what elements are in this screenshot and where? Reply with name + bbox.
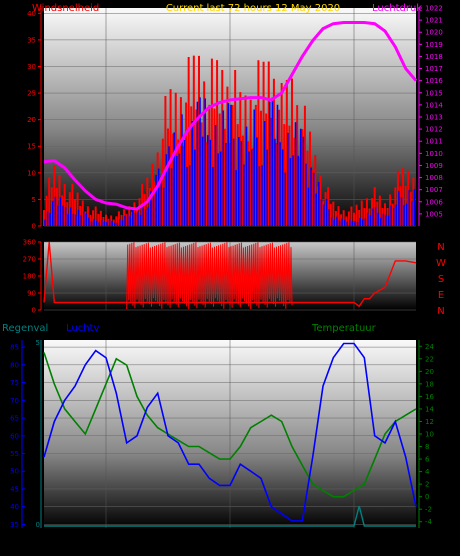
pressure-y-tick-label: 1018 xyxy=(425,53,443,61)
temperature-y-tick-label: 2 xyxy=(425,481,429,489)
pressure-y-tick-label: 1010 xyxy=(425,150,443,158)
data-series xyxy=(43,21,418,527)
direction-y-tick-label: 270 xyxy=(23,256,36,264)
chart-title: Current last 72 hours 12 May 2020 xyxy=(166,3,340,14)
direction-y-tick-label: 360 xyxy=(23,239,36,247)
wind-y-tick-label: 35 xyxy=(27,36,36,44)
humidity-y-tick-label: 50 xyxy=(10,468,19,476)
pressure-label: Luchtdruk xyxy=(372,3,422,14)
humidity-x-tick-label: Day 12 xyxy=(338,536,363,544)
humidity-x-tick-label: Day 10 xyxy=(90,536,115,544)
pressure-y-tick-label: 1019 xyxy=(425,41,443,49)
compass-e: E xyxy=(438,290,444,301)
temperature-y-tick-label: 24 xyxy=(425,343,434,351)
direction-y-tick-label: 90 xyxy=(27,290,36,298)
pressure-y-tick-label: 1012 xyxy=(425,126,443,134)
temperature-y-tick-label: 16 xyxy=(425,393,434,401)
temperature-y-tick-label: 10 xyxy=(425,431,434,439)
direction-oscillation-line xyxy=(126,242,293,310)
humidity-line xyxy=(43,342,417,522)
temperature-y-tick-label: -2 xyxy=(425,506,432,514)
wind-bars xyxy=(43,55,415,226)
temperature-y-tick-label: 22 xyxy=(425,355,434,363)
axes: 0510152025303540100510061007100810091010… xyxy=(10,5,443,545)
direction-oscillation xyxy=(126,242,293,310)
pressure-y-tick-label: 1005 xyxy=(425,210,443,218)
wind-y-tick-label: 30 xyxy=(27,63,36,71)
wind-y-tick-label: 15 xyxy=(27,143,36,151)
humidity-y-tick-label: 75 xyxy=(10,379,19,387)
temperature-y-tick-label: -4 xyxy=(425,518,433,526)
compass-w: W xyxy=(436,258,446,269)
pressure-y-tick-label: 1016 xyxy=(425,77,443,85)
temperature-y-tick-label: 14 xyxy=(425,405,434,413)
wind-y-tick-label: 10 xyxy=(27,169,36,177)
wind-x-tick-label: Day 11 xyxy=(214,232,239,240)
temperature-y-tick-label: 6 xyxy=(425,456,430,464)
temperature-y-tick-label: 8 xyxy=(425,443,429,451)
direction-y-tick-label: 0 xyxy=(32,307,36,315)
pressure-y-tick-label: 1020 xyxy=(425,29,443,37)
pressure-y-tick-label: 1006 xyxy=(425,198,443,206)
wind-y-tick-label: 25 xyxy=(27,90,36,98)
humidity-y-tick-label: 65 xyxy=(10,415,19,423)
temperature-line xyxy=(43,352,417,498)
compass-s: S xyxy=(438,274,444,285)
pressure-y-tick-label: 1022 xyxy=(425,5,443,13)
gust-bars xyxy=(44,97,416,226)
pressure-y-tick-label: 1013 xyxy=(425,114,443,122)
humidity-y-tick-label: 80 xyxy=(10,361,19,369)
humidity-y-tick-label: 45 xyxy=(10,485,19,493)
humidity-label: Luchtv xyxy=(66,323,99,334)
rain-axis-top-label: 5 xyxy=(36,339,40,347)
humidity-y-tick-label: 35 xyxy=(10,521,19,529)
pressure-y-tick-label: 1014 xyxy=(425,101,443,109)
pressure-y-tick-label: 1017 xyxy=(425,65,443,73)
wind-y-tick-label: 0 xyxy=(32,223,36,231)
temperature-label: Temperatuur xyxy=(311,323,377,334)
wind-x-tick-label: Day 12 xyxy=(338,232,363,240)
humidity-y-tick-label: 70 xyxy=(10,397,19,405)
humidity-y-tick-label: 60 xyxy=(10,432,19,440)
pressure-y-tick-label: 1011 xyxy=(425,138,443,146)
wind-y-tick-label: 5 xyxy=(32,196,36,204)
temperature-y-tick-label: 12 xyxy=(425,418,434,426)
pressure-y-tick-label: 1007 xyxy=(425,186,443,194)
wind-x-tick-label: Day 10 xyxy=(90,232,115,240)
humidity-y-tick-label: 85 xyxy=(10,344,19,352)
humidity-x-tick-label: Day 11 xyxy=(214,536,239,544)
wind-y-tick-label: 40 xyxy=(27,10,36,18)
rain-label: Regenval xyxy=(2,323,48,334)
rain-line xyxy=(44,505,416,527)
humidity-y-tick-label: 40 xyxy=(10,503,19,511)
pressure-y-tick-label: 1015 xyxy=(425,89,443,97)
pressure-y-tick-label: 1009 xyxy=(425,162,443,170)
humidity-y-tick-label: 55 xyxy=(10,450,19,458)
wind-speed-label: Windsnelheid xyxy=(32,3,99,14)
direction-y-tick-label: 180 xyxy=(23,273,36,281)
temperature-y-tick-label: 20 xyxy=(425,368,434,376)
compass-n-top: N xyxy=(437,242,444,253)
direction-line xyxy=(43,241,417,308)
temperature-y-tick-label: 0 xyxy=(425,493,429,501)
pressure-y-tick-label: 1021 xyxy=(425,17,443,25)
rain-axis-zero-label: 0 xyxy=(36,521,40,529)
temperature-y-tick-label: 4 xyxy=(425,468,430,476)
temperature-y-tick-label: 18 xyxy=(425,380,434,388)
wind-y-tick-label: 20 xyxy=(27,116,36,124)
pressure-line xyxy=(43,21,418,211)
pressure-y-tick-label: 1008 xyxy=(425,174,443,182)
compass-n-bottom: N xyxy=(437,306,444,317)
